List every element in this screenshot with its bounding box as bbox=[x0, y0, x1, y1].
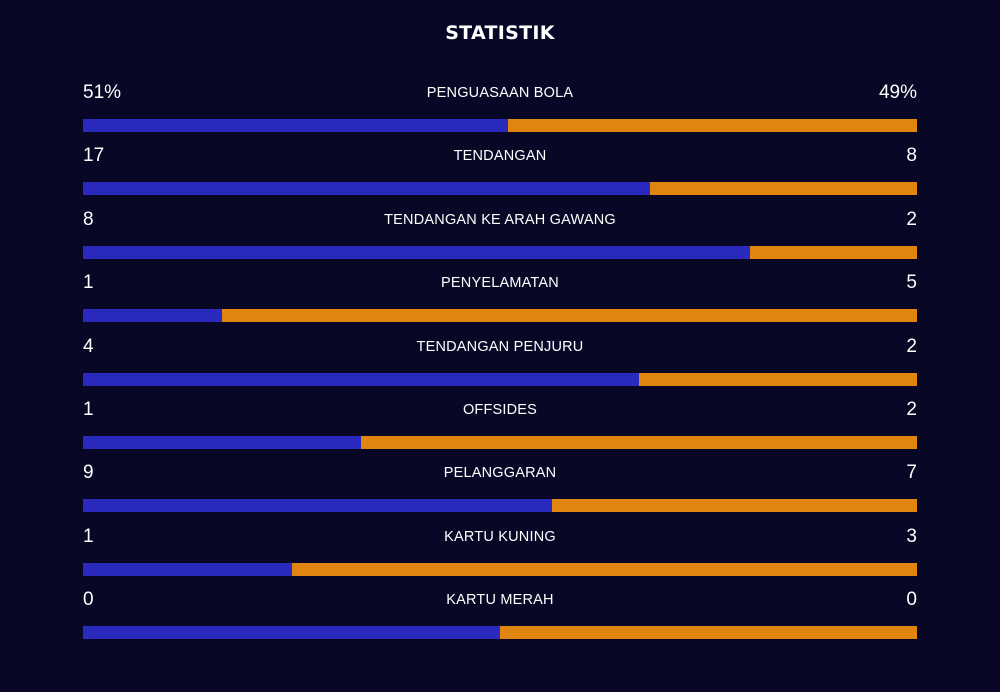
stat-header: 4 TENDANGAN PENJURU 2 bbox=[83, 332, 917, 362]
away-bar-segment bbox=[750, 245, 917, 259]
away-bar-segment bbox=[650, 182, 917, 196]
stat-header: 8 TENDANGAN KE ARAH GAWANG 2 bbox=[83, 205, 917, 235]
away-bar-segment bbox=[221, 309, 917, 323]
comparison-bar bbox=[83, 182, 917, 196]
stat-row-saves: 1 PENYELAMATAN 5 bbox=[83, 268, 917, 331]
stat-header: 17 TENDANGAN 8 bbox=[83, 141, 917, 171]
away-value: 3 bbox=[906, 525, 917, 547]
stat-label: PENGUASAAN BOLA bbox=[426, 85, 574, 101]
home-bar-segment bbox=[83, 435, 361, 449]
comparison-bar bbox=[83, 119, 917, 132]
away-bar-segment bbox=[508, 119, 917, 132]
stat-label: KARTU MERAH bbox=[446, 592, 554, 609]
stat-row-shots: 17 TENDANGAN 8 bbox=[83, 141, 917, 204]
home-bar-segment bbox=[83, 562, 292, 576]
home-bar-segment bbox=[83, 182, 651, 196]
comparison-bar bbox=[83, 309, 917, 323]
home-value: 1 bbox=[83, 272, 94, 294]
stat-header: 51% PENGUASAAN BOLA 49% bbox=[83, 78, 917, 108]
away-value: 0 bbox=[906, 589, 917, 611]
stat-row-offsides: 1 OFFSIDES 2 bbox=[83, 395, 917, 458]
away-bar-segment bbox=[291, 562, 917, 576]
comparison-bar bbox=[83, 435, 917, 449]
stat-row-yellow-cards: 1 KARTU KUNING 3 bbox=[83, 522, 917, 585]
home-value: 4 bbox=[83, 335, 94, 357]
home-value: 1 bbox=[83, 525, 94, 547]
stat-label: TENDANGAN PENJURU bbox=[416, 338, 584, 355]
stat-row-fouls: 9 PELANGGARAN 7 bbox=[83, 458, 917, 521]
home-value: 0 bbox=[83, 589, 94, 611]
away-bar-segment bbox=[552, 499, 917, 513]
away-value: 5 bbox=[906, 272, 917, 294]
stat-header: 9 PELANGGARAN 7 bbox=[83, 458, 917, 488]
home-value: 51% bbox=[83, 82, 122, 103]
home-value: 1 bbox=[83, 398, 94, 420]
away-bar-segment bbox=[360, 435, 917, 449]
stat-header: 0 KARTU MERAH 0 bbox=[83, 585, 917, 615]
home-value: 8 bbox=[83, 208, 94, 230]
stat-label: TENDANGAN bbox=[453, 148, 547, 165]
away-value: 49% bbox=[878, 82, 917, 103]
home-bar-segment bbox=[83, 626, 500, 640]
stat-label: TENDANGAN KE ARAH GAWANG bbox=[384, 211, 616, 228]
comparison-bar bbox=[83, 245, 917, 259]
stat-row-red-cards: 0 KARTU MERAH 0 bbox=[83, 585, 917, 648]
stats-list: 51% PENGUASAAN BOLA 49% 17 TENDANGAN 8 8… bbox=[83, 78, 917, 649]
home-bar-segment bbox=[83, 372, 639, 386]
stat-header: 1 OFFSIDES 2 bbox=[83, 395, 917, 425]
stat-header: 1 PENYELAMATAN 5 bbox=[83, 268, 917, 298]
stat-label: OFFSIDES bbox=[462, 401, 538, 418]
away-value: 7 bbox=[906, 462, 917, 484]
stat-row-ball-possession: 51% PENGUASAAN BOLA 49% bbox=[83, 78, 917, 141]
stat-row-shots-on-target: 8 TENDANGAN KE ARAH GAWANG 2 bbox=[83, 205, 917, 268]
away-value: 2 bbox=[906, 335, 917, 357]
comparison-bar bbox=[83, 562, 917, 576]
home-bar-segment bbox=[83, 119, 509, 132]
home-bar-segment bbox=[83, 245, 751, 259]
away-value: 2 bbox=[906, 398, 917, 420]
home-bar-segment bbox=[83, 499, 553, 513]
home-value: 9 bbox=[83, 462, 94, 484]
comparison-bar bbox=[83, 626, 917, 640]
comparison-bar bbox=[83, 499, 917, 513]
comparison-bar bbox=[83, 372, 917, 386]
home-value: 17 bbox=[83, 145, 105, 167]
stat-label: PELANGGARAN bbox=[443, 465, 557, 482]
stat-header: 1 KARTU KUNING 3 bbox=[83, 522, 917, 552]
away-bar-segment bbox=[500, 626, 917, 640]
away-value: 8 bbox=[906, 145, 917, 167]
away-bar-segment bbox=[638, 372, 917, 386]
stats-title: STATISTIK bbox=[445, 22, 555, 44]
home-bar-segment bbox=[83, 309, 222, 323]
stat-label: KARTU KUNING bbox=[444, 528, 556, 545]
stat-row-corners: 4 TENDANGAN PENJURU 2 bbox=[83, 332, 917, 395]
away-value: 2 bbox=[906, 208, 917, 230]
stat-label: PENYELAMATAN bbox=[441, 275, 559, 292]
